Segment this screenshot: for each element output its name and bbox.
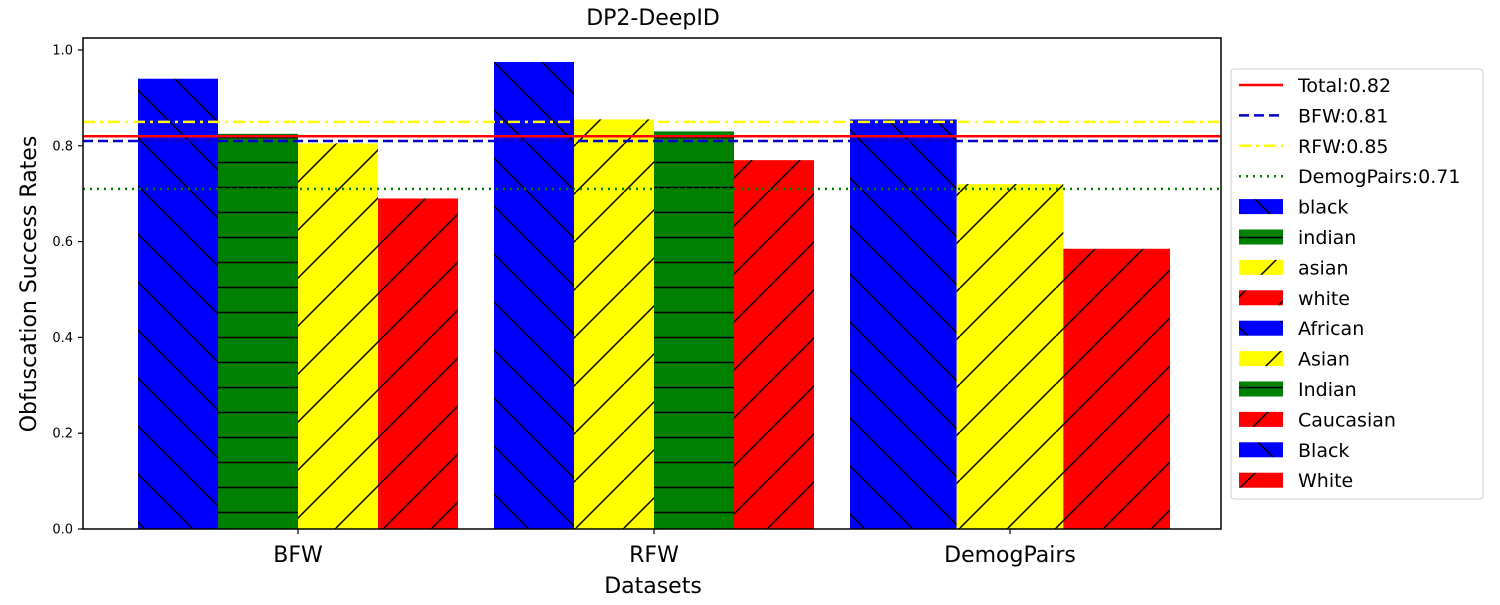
- legend-patch-swatch: [1239, 351, 1283, 367]
- legend-label: asian: [1298, 257, 1349, 279]
- legend-item-demogpairs-0-71: DemogPairs:0.71: [1239, 166, 1460, 188]
- legend-patch-swatch: [1239, 259, 1283, 275]
- legend-item-asian: Asian: [1239, 349, 1350, 371]
- x-axis: BFW RFW DemogPairs: [273, 529, 1076, 568]
- legend-item-white: White: [1239, 470, 1353, 492]
- legend-label: DemogPairs:0.71: [1298, 166, 1460, 188]
- y-axis-title: Obfuscation Success Rates: [17, 136, 42, 433]
- legend-patch-swatch: [1239, 229, 1283, 245]
- x-axis-title: Datasets: [604, 574, 702, 599]
- legend-patch-swatch: [1239, 442, 1283, 458]
- bar-group-rfw: [494, 61, 814, 530]
- legend-patch-swatch: [1239, 290, 1283, 306]
- legend-patch-swatch: [1239, 320, 1283, 336]
- bar-bfw-white: [378, 198, 458, 529]
- legend-label: White: [1298, 470, 1353, 492]
- legend-patch-swatch: [1239, 381, 1283, 397]
- reference-lines-layer: [83, 120, 1221, 191]
- bar-demogpairs-asian: [956, 184, 1064, 529]
- legend-label: African: [1298, 318, 1364, 340]
- legend-items: Total:0.82 BFW:0.81 RFW:0.85 DemogPairs:0.7…: [1239, 75, 1460, 492]
- bar-demogpairs-black: [850, 119, 957, 530]
- legend-box: [1230, 68, 1484, 500]
- legend-item-black: black: [1239, 197, 1348, 219]
- bar-demogpairs-white: [1063, 248, 1170, 529]
- x-tick-label-demogpairs: DemogPairs: [944, 543, 1076, 568]
- legend-item-black: Black: [1239, 440, 1349, 462]
- legend-label: indian: [1298, 227, 1356, 249]
- legend-label: Black: [1298, 440, 1349, 462]
- legend-label: Caucasian: [1298, 409, 1396, 431]
- x-tick-label-rfw: RFW: [629, 543, 679, 568]
- legend-patch-swatch: [1239, 472, 1283, 488]
- y-axis: 0.0 0.2 0.4 0.6 0.8 1.0: [52, 43, 83, 538]
- legend-item-white: white: [1239, 288, 1350, 310]
- y-tick-label: 0.2: [52, 427, 73, 442]
- bar-group-bfw: [138, 78, 458, 530]
- legend-label: Indian: [1298, 379, 1357, 401]
- bar-group-demogpairs: [850, 119, 1170, 530]
- legend-label: white: [1298, 288, 1350, 310]
- y-tick-label: 0.6: [52, 235, 73, 250]
- legend-item-african: African: [1239, 318, 1364, 340]
- legend-item-caucasian: Caucasian: [1239, 409, 1396, 431]
- chart-title: DP2-DeepID: [586, 6, 720, 31]
- legend-label: black: [1298, 197, 1348, 219]
- bar-rfw-asian: [574, 119, 654, 530]
- legend-item-indian: Indian: [1239, 379, 1357, 401]
- bar-bfw-asian: [298, 143, 378, 529]
- y-tick-label: 0.0: [52, 523, 73, 538]
- y-tick-label: 0.8: [52, 139, 73, 154]
- bar-rfw-caucasian: [734, 160, 814, 529]
- legend-patch-swatch: [1239, 199, 1283, 215]
- bar-bfw-black: [138, 78, 218, 529]
- bars-layer: [138, 61, 1170, 530]
- legend-label: BFW:0.81: [1298, 105, 1388, 127]
- y-tick-label: 0.4: [52, 331, 73, 346]
- legend-patch-swatch: [1239, 411, 1283, 427]
- legend-item-asian: asian: [1239, 257, 1349, 279]
- y-tick-label: 1.0: [52, 43, 73, 58]
- legend-label: RFW:0.85: [1298, 136, 1389, 158]
- legend-item-bfw-0-81: BFW:0.81: [1239, 105, 1388, 127]
- legend-item-indian: indian: [1239, 227, 1356, 249]
- plot-frame: [82, 37, 1222, 530]
- legend-label: Asian: [1298, 349, 1350, 371]
- bar-rfw-indian: [654, 131, 734, 529]
- bar-bfw-indian: [218, 133, 298, 530]
- legend-item-total-0-82: Total:0.82: [1239, 75, 1391, 97]
- legend-label: Total:0.82: [1297, 75, 1391, 97]
- bar-rfw-african: [494, 61, 574, 529]
- legend: Total:0.82 BFW:0.81 RFW:0.85 DemogPairs:0.7…: [1230, 68, 1484, 500]
- legend-item-rfw-0-85: RFW:0.85: [1239, 136, 1389, 158]
- x-tick-label-bfw: BFW: [273, 543, 323, 568]
